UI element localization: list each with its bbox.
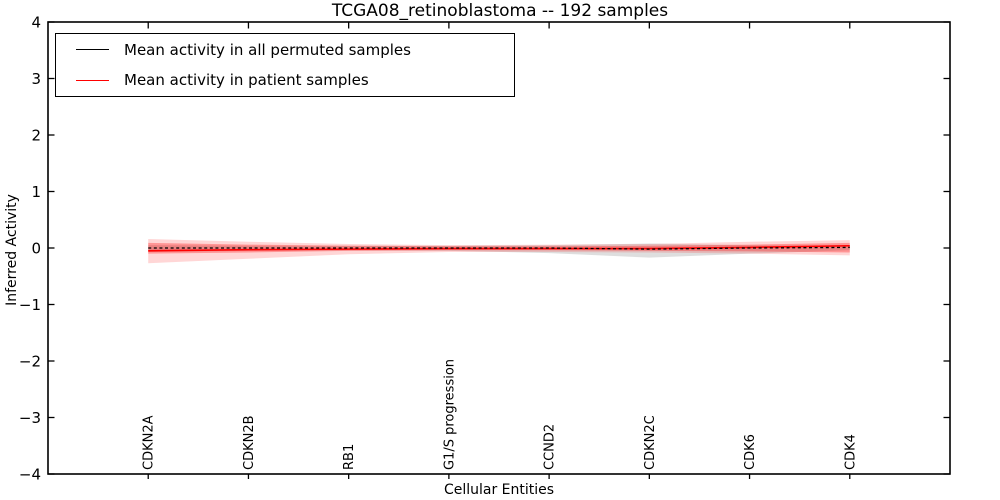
y-axis-label: Inferred Activity: [4, 194, 20, 306]
y-tick-label: 0: [31, 240, 41, 258]
y-tick-label: 3: [31, 70, 41, 88]
legend-line-patient-icon: [76, 79, 109, 81]
legend-label-patient: Mean activity in patient samples: [124, 71, 369, 90]
x-category-label: CDKN2A: [142, 415, 157, 470]
x-category-label: G1/S progression: [442, 359, 457, 470]
legend-item-patient: Mean activity in patient samples: [56, 66, 514, 95]
y-tick-label: −4: [19, 466, 41, 484]
x-category-label: CDK4: [843, 434, 858, 470]
line-permuted: [148, 246, 850, 250]
y-tick-label: −1: [19, 296, 41, 314]
y-tick-label: 1: [31, 183, 41, 201]
x-category-label: CDKN2B: [242, 415, 257, 470]
x-category-label: CDK6: [743, 434, 758, 470]
chart-title: TCGA08_retinoblastoma -- 192 samples: [331, 1, 669, 21]
legend-line-permuted-icon: [76, 49, 109, 51]
band-patient-outer: [148, 238, 850, 264]
x-axis-label: Cellular Entities: [443, 482, 555, 498]
y-tick-label: −3: [19, 409, 41, 427]
x-category-label: CCND2: [543, 424, 558, 470]
legend-label-permuted: Mean activity in all permuted samples: [124, 40, 411, 59]
x-category-label: RB1: [342, 444, 357, 470]
y-tick-label: 2: [31, 127, 41, 145]
legend-item-permuted: Mean activity in all permuted samples: [56, 35, 514, 64]
legend: Mean activity in all permuted samples Me…: [55, 33, 515, 97]
plot-border: [47, 21, 951, 475]
y-tick-label: 4: [31, 14, 41, 32]
band-permuted: [148, 243, 850, 258]
y-tick-label: −2: [19, 353, 41, 371]
x-category-label: CDKN2C: [643, 415, 658, 470]
